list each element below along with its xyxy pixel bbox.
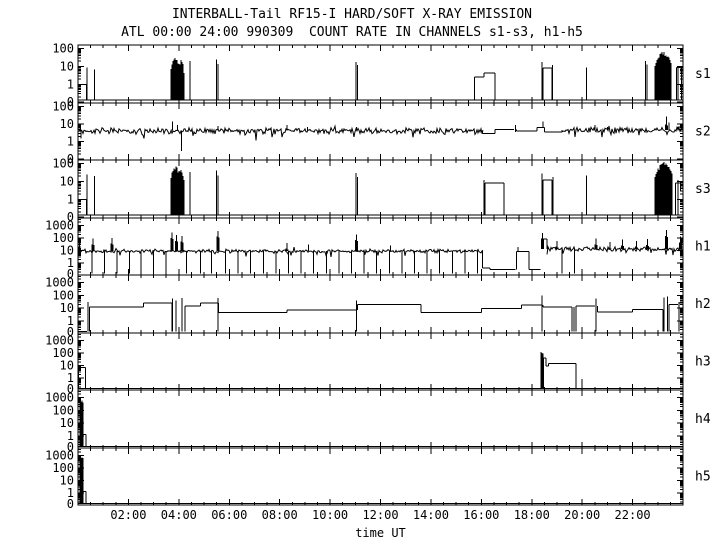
ytick-label-s3: 1: [67, 192, 74, 206]
ytick-label-h5: 1000: [45, 449, 74, 463]
ytick-label-h4: 10: [60, 416, 74, 430]
ytick-label-s1: 1: [67, 77, 74, 91]
xtick-label: 10:00: [312, 508, 348, 522]
xtick-label: 04:00: [161, 508, 197, 522]
channel-label-h1: h1: [695, 240, 711, 255]
ytick-label-s3: 10: [60, 174, 74, 188]
series-s3: [77, 162, 683, 216]
xtick-label: 06:00: [211, 508, 247, 522]
ytick-label-h1: 1: [67, 256, 74, 270]
ytick-label-h1: 0: [67, 267, 74, 281]
series-h4: [78, 400, 683, 448]
ytick-label-s2: 100: [52, 100, 74, 114]
series-h2: [78, 295, 683, 333]
series-s2: [77, 116, 684, 151]
ytick-label-s1: 0: [67, 95, 74, 109]
series-h5: [78, 457, 683, 505]
ytick-label-h3: 100: [52, 346, 74, 360]
ytick-label-h3: 0: [67, 382, 74, 396]
ytick-label-s1: 100: [52, 42, 74, 56]
xtick-label: 02:00: [110, 508, 146, 522]
xtick-label: 22:00: [615, 508, 651, 522]
xtick-label: 20:00: [564, 508, 600, 522]
ytick-label-h3: 1: [67, 371, 74, 385]
channel-label-h2: h2: [695, 297, 711, 312]
channel-label-h4: h4: [695, 412, 711, 427]
ytick-label-s3: 100: [52, 157, 74, 171]
ytick-label-h4: 1000: [45, 391, 74, 405]
ytick-label-h4: 100: [52, 403, 74, 417]
chart-title: INTERBALL-Tail RF15-I HARD/SOFT X-RAY EM…: [171, 7, 533, 22]
ytick-label-h3: 1000: [45, 334, 74, 348]
ytick-label-h4: 1: [67, 429, 74, 443]
xtick-label: 16:00: [463, 508, 499, 522]
ytick-label-h2: 10: [60, 301, 74, 315]
ytick-label-h2: 100: [52, 288, 74, 302]
ytick-label-h1: 1000: [45, 219, 74, 233]
ytick-label-h1: 100: [52, 231, 74, 245]
ytick-label-h4: 0: [67, 440, 74, 454]
xtick-label: 08:00: [262, 508, 298, 522]
ytick-label-h5: 0: [67, 497, 74, 511]
ytick-label-s2: 10: [60, 117, 74, 131]
channel-label-s2: s2: [695, 125, 711, 140]
channel-label-h3: h3: [695, 355, 711, 370]
ytick-label-h2: 1000: [45, 276, 74, 290]
ytick-label-h2: 1: [67, 314, 74, 328]
series-h3: [78, 351, 683, 390]
ytick-label-h3: 10: [60, 359, 74, 373]
chart-subtitle: ATL 00:00 24:00 990309 COUNT RATE IN CHA…: [121, 25, 583, 40]
ytick-label-s2: 1: [67, 135, 74, 149]
series-s1: [77, 52, 683, 101]
ytick-label-s1: 10: [60, 59, 74, 73]
ytick-label-h2: 0: [67, 325, 74, 339]
ytick-label-h1: 10: [60, 244, 74, 258]
ytick-label-h5: 10: [60, 474, 74, 488]
ytick-label-s2: 0: [67, 152, 74, 166]
ytick-label-s3: 0: [67, 210, 74, 224]
channel-label-s1: s1: [695, 67, 711, 82]
xtick-label: 12:00: [362, 508, 398, 522]
ytick-label-h5: 100: [52, 461, 74, 475]
ytick-label-h5: 1: [67, 486, 74, 500]
series-h1: [77, 230, 684, 274]
x-axis-labels: 02:00 04:00 06:00 08:00 10:00 12:00 14:00 16:00…: [110, 508, 650, 540]
x-axis-title: time UT: [355, 526, 406, 540]
xtick-label: 18:00: [514, 508, 550, 522]
xtick-label: 14:00: [413, 508, 449, 522]
channel-label-h5: h5: [695, 470, 711, 485]
channel-label-s3: s3: [695, 182, 711, 197]
